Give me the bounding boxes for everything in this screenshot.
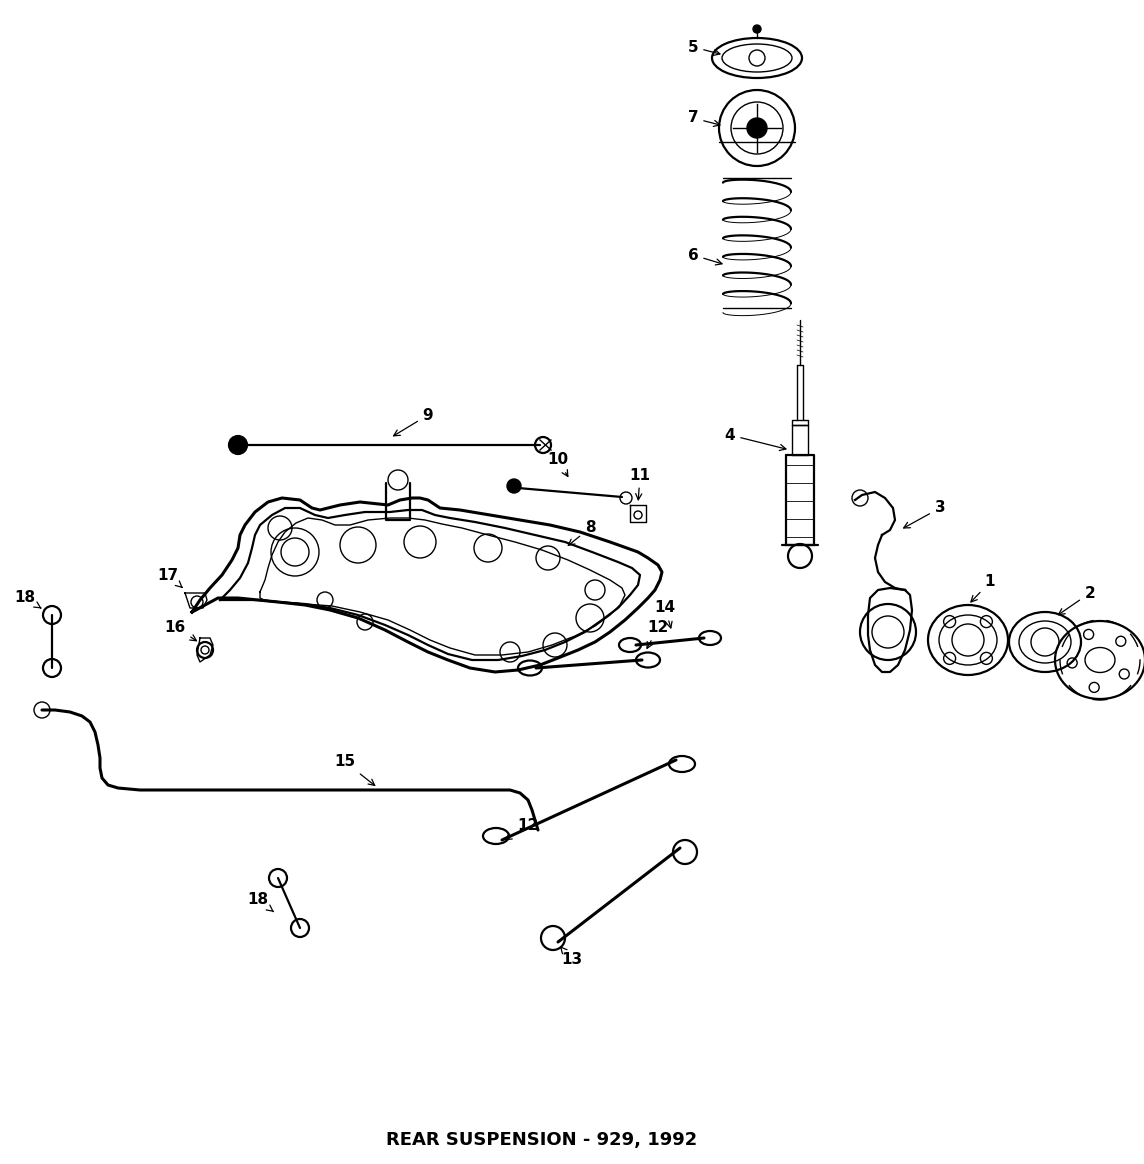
Circle shape <box>229 436 247 454</box>
Text: REAR SUSPENSION - 929, 1992: REAR SUSPENSION - 929, 1992 <box>387 1131 698 1149</box>
Circle shape <box>747 118 766 139</box>
Circle shape <box>753 24 761 33</box>
Text: 4: 4 <box>724 427 786 450</box>
Circle shape <box>507 480 521 494</box>
Text: 13: 13 <box>561 947 582 967</box>
Text: 17: 17 <box>158 568 182 588</box>
Text: 12: 12 <box>648 620 668 648</box>
Text: 5: 5 <box>688 40 720 56</box>
Text: 1: 1 <box>971 575 995 602</box>
Text: 15: 15 <box>334 754 375 786</box>
Text: 3: 3 <box>904 501 945 528</box>
Text: 10: 10 <box>548 453 569 476</box>
Text: 8: 8 <box>569 520 595 546</box>
Text: 14: 14 <box>654 601 676 629</box>
Text: 16: 16 <box>165 619 197 640</box>
Text: 7: 7 <box>688 111 720 127</box>
Text: 18: 18 <box>15 590 41 608</box>
Text: 2: 2 <box>1058 585 1095 615</box>
Text: 6: 6 <box>688 248 722 265</box>
Text: 9: 9 <box>394 407 434 435</box>
Text: 12: 12 <box>506 817 539 839</box>
Text: 11: 11 <box>629 468 651 499</box>
Text: 18: 18 <box>247 893 273 911</box>
